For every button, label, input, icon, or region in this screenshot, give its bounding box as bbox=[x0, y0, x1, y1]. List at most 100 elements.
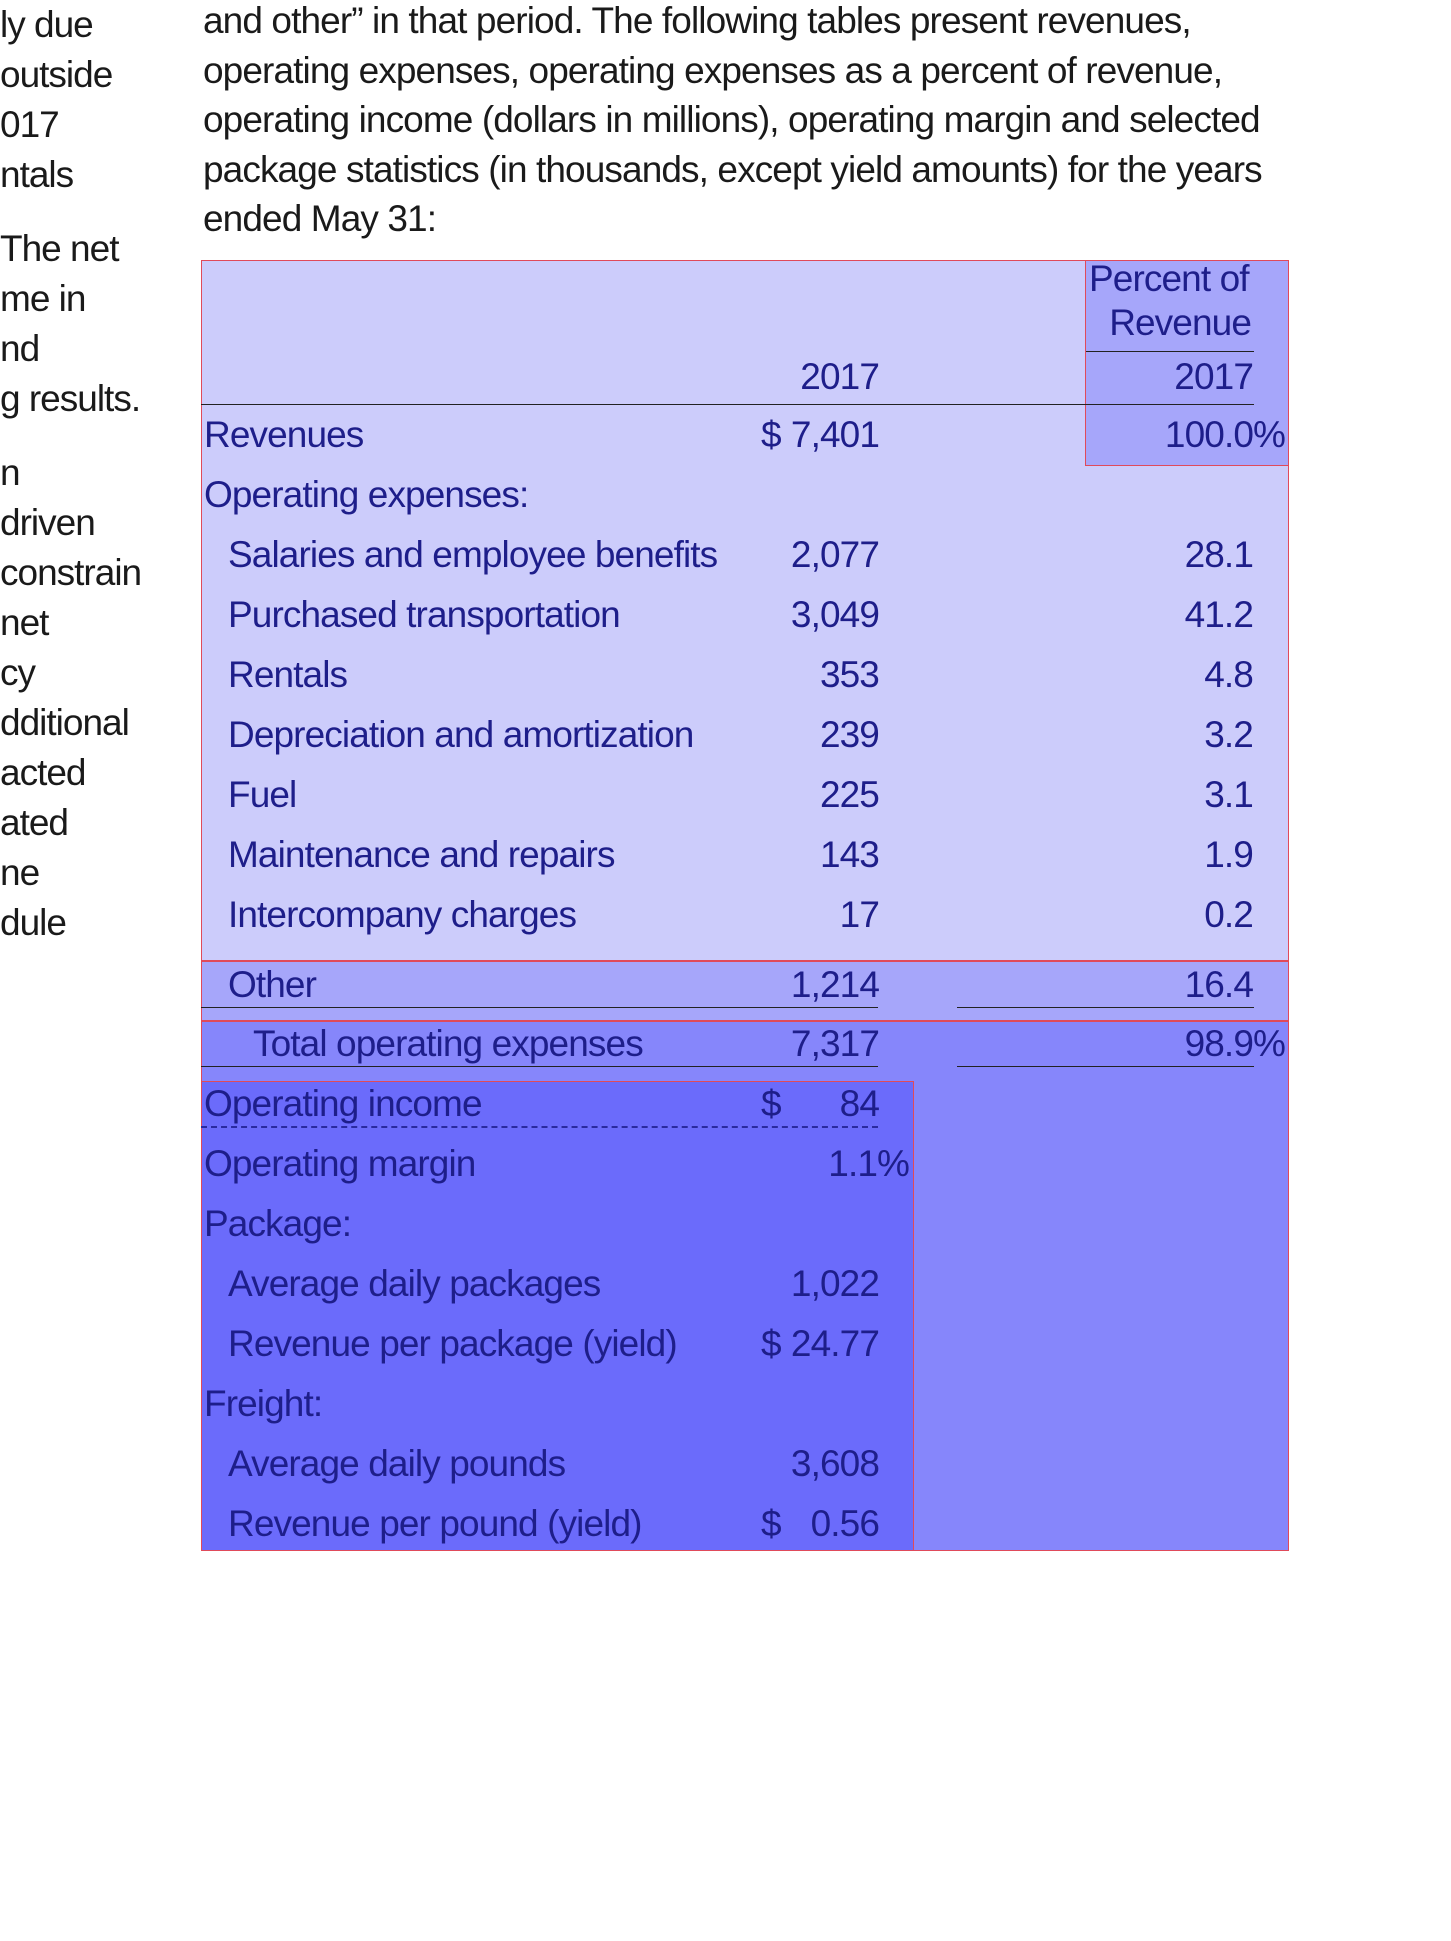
row-value: 1,214 bbox=[790, 964, 880, 1005]
operating-income-rule bbox=[201, 1126, 878, 1128]
left-line: ly due bbox=[0, 4, 94, 45]
row-percent: 16.4 bbox=[1184, 964, 1254, 1005]
row-label: Freight: bbox=[204, 1383, 323, 1424]
row-label: Salaries and employee benefits bbox=[228, 534, 718, 575]
row-label: Revenue per pound (yield) bbox=[228, 1503, 642, 1544]
row-percent: 1.9 bbox=[1204, 834, 1254, 875]
row-label: Average daily pounds bbox=[228, 1443, 566, 1484]
left-column-fragment: ly due outside 017 ntals The net me in n… bbox=[0, 0, 150, 948]
table-row: Salaries and employee benefits 2,077 28.… bbox=[201, 526, 1289, 586]
table-row: Revenue per pound (yield) $ 0.56 bbox=[201, 1501, 1289, 1561]
row-value: 0.56 bbox=[810, 1503, 880, 1544]
currency-symbol: $ bbox=[761, 414, 782, 455]
table-row: Maintenance and repairs 143 1.9 bbox=[201, 826, 1289, 886]
left-line: 017 bbox=[0, 104, 60, 145]
table-row-freight-header: Freight: bbox=[201, 1381, 1289, 1441]
intro-line: operating expenses, operating expenses a… bbox=[203, 49, 1223, 91]
currency-symbol: $ bbox=[761, 1503, 782, 1544]
left-line: g results. bbox=[0, 378, 141, 419]
intro-line: package statistics (in thousands, except… bbox=[203, 148, 1263, 190]
table-row-operating-margin: Operating margin 1.1% bbox=[201, 1141, 1289, 1201]
region-other-row bbox=[201, 961, 1289, 1021]
total-rule-left bbox=[201, 1066, 878, 1067]
total-rule-right bbox=[957, 1066, 1254, 1067]
other-rule-left bbox=[201, 1007, 878, 1008]
percent-header-title-2: Revenue bbox=[1109, 302, 1252, 343]
row-percent: 3.1 bbox=[1204, 774, 1254, 815]
row-label: Fuel bbox=[228, 774, 297, 815]
intro-line: and other” in that period. The following… bbox=[203, 0, 1192, 41]
intro-line: operating income (dollars in millions), … bbox=[203, 99, 1261, 140]
row-percent: 98.9% bbox=[1184, 1023, 1286, 1064]
table-row: Fuel 225 3.1 bbox=[201, 766, 1289, 826]
table-row-opex-header: Operating expenses: bbox=[201, 466, 1289, 526]
table-row-revenues: Revenues $ 7,401 100.0% bbox=[201, 406, 1289, 466]
row-label: Revenues bbox=[204, 414, 364, 455]
percent-header-rule bbox=[1086, 351, 1254, 352]
header-rule bbox=[201, 404, 1254, 405]
row-value: 225 bbox=[819, 774, 880, 815]
row-percent: 41.2 bbox=[1184, 594, 1254, 635]
intro-line: ended May 31: bbox=[203, 198, 437, 239]
left-line: ated bbox=[0, 802, 69, 843]
row-value: 7,317 bbox=[790, 1023, 880, 1064]
percent-header-year: 2017 bbox=[1174, 356, 1254, 397]
row-percent: 3.2 bbox=[1204, 714, 1254, 755]
table-row: Depreciation and amortization 239 3.2 bbox=[201, 706, 1289, 766]
currency-symbol: $ bbox=[761, 1323, 782, 1364]
table-row-total: Total operating expenses 7,317 98.9% bbox=[201, 1021, 1289, 1081]
row-label: Other bbox=[228, 964, 317, 1005]
row-percent: 100.0% bbox=[1164, 414, 1286, 455]
intro-paragraph: and other” in that period. The following… bbox=[203, 0, 1303, 244]
header-year: 2017 bbox=[800, 356, 880, 397]
table-row: Rentals 353 4.8 bbox=[201, 646, 1289, 706]
left-line: net bbox=[0, 602, 49, 643]
row-value: 143 bbox=[819, 834, 880, 875]
table-row: Average daily packages 1,022 bbox=[201, 1261, 1289, 1321]
left-line: n bbox=[0, 452, 21, 493]
row-value: 3,049 bbox=[790, 594, 880, 635]
row-percent: 4.8 bbox=[1204, 654, 1254, 695]
financial-table: Percent of Revenue 2017 2017 Revenues $ … bbox=[201, 258, 1289, 1551]
row-value: 3,608 bbox=[790, 1443, 880, 1484]
left-line bbox=[0, 200, 150, 224]
left-line: outside bbox=[0, 54, 113, 95]
row-value: 2,077 bbox=[790, 534, 880, 575]
row-label: Rentals bbox=[228, 654, 348, 695]
left-line: ntals bbox=[0, 154, 74, 195]
left-line: cy bbox=[0, 652, 36, 693]
table-row-other: Other 1,214 16.4 bbox=[201, 961, 1289, 1017]
row-label: Operating expenses: bbox=[204, 474, 529, 515]
left-line: ne bbox=[0, 852, 40, 893]
row-value: 84 bbox=[839, 1083, 880, 1124]
row-label: Total operating expenses bbox=[253, 1023, 644, 1064]
row-label: Operating income bbox=[204, 1083, 483, 1124]
left-line: dule bbox=[0, 902, 67, 943]
table-row: Average daily pounds 3,608 bbox=[201, 1441, 1289, 1501]
row-label: Average daily packages bbox=[228, 1263, 601, 1304]
row-label: Purchased transportation bbox=[228, 594, 621, 635]
row-value: 1,022 bbox=[790, 1263, 880, 1304]
left-line: acted bbox=[0, 752, 87, 793]
left-line: The net bbox=[0, 228, 119, 269]
row-percent: 28.1 bbox=[1184, 534, 1254, 575]
region-statistics bbox=[201, 1081, 914, 1551]
row-value: 17 bbox=[839, 894, 880, 935]
table-row-operating-income: Operating income $ 84 bbox=[201, 1081, 1289, 1141]
other-rule-right bbox=[957, 1007, 1254, 1008]
currency-symbol: $ bbox=[761, 1083, 782, 1124]
row-value: 239 bbox=[819, 714, 880, 755]
row-percent: 0.2 bbox=[1204, 894, 1254, 935]
table-row-package-header: Package: bbox=[201, 1201, 1289, 1261]
table-row: Purchased transportation 3,049 41.2 bbox=[201, 586, 1289, 646]
percent-header-title-1: Percent of bbox=[1089, 258, 1250, 299]
row-label: Revenue per package (yield) bbox=[228, 1323, 678, 1364]
left-line: driven bbox=[0, 502, 96, 543]
left-line: nd bbox=[0, 328, 40, 369]
row-value: 1.1% bbox=[828, 1143, 910, 1184]
row-label: Package: bbox=[204, 1203, 352, 1244]
left-line: me in bbox=[0, 278, 86, 319]
left-line bbox=[0, 424, 150, 448]
table-row: Intercompany charges 17 0.2 bbox=[201, 886, 1289, 946]
left-line: constrain bbox=[0, 552, 142, 593]
